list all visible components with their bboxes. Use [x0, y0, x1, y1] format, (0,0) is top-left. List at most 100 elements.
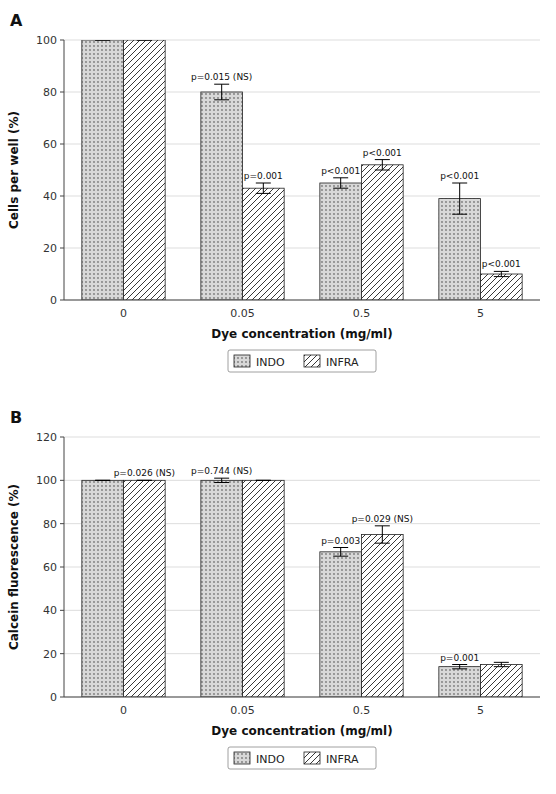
error-bar [375, 160, 390, 170]
error-bar [137, 40, 152, 41]
y-tick-label: 0 [50, 294, 57, 307]
bar [439, 667, 481, 697]
error-bar [214, 84, 229, 100]
bar [124, 480, 166, 697]
y-tick-label: 20 [43, 648, 57, 661]
error-bar [333, 548, 348, 557]
y-tick [60, 480, 64, 481]
legend-label: INFRA [326, 356, 359, 369]
legend-label: INDO [256, 753, 285, 766]
x-tick-label: 0.05 [230, 704, 255, 717]
y-tick [60, 610, 64, 611]
plot-area [82, 478, 522, 697]
y-axis-line [64, 40, 65, 300]
y-tick-label: 60 [43, 138, 57, 151]
y-axis-label: Calcein fluorescence (%) [7, 484, 21, 650]
bar [320, 552, 362, 697]
x-axis-line [64, 697, 540, 698]
y-tick [60, 653, 64, 654]
error-bar [494, 662, 509, 666]
error-bar [452, 665, 467, 669]
y-tick [60, 523, 64, 524]
x-tick-label: 0 [120, 704, 127, 717]
legend: INDO INFRA [228, 747, 376, 769]
bar [243, 188, 285, 300]
bar [201, 480, 243, 697]
error-bar [214, 478, 229, 482]
y-tick-label: 80 [43, 86, 57, 99]
error-bar [375, 526, 390, 543]
bar [82, 40, 124, 300]
annotation: p=0.026 (NS) [114, 468, 175, 478]
x-tick-label: 5 [477, 307, 484, 320]
error-bar [95, 480, 110, 481]
x-tick-label: 5 [477, 704, 484, 717]
bar [320, 183, 362, 300]
y-tick-label: 20 [43, 242, 57, 255]
y-tick-label: 60 [43, 561, 57, 574]
y-tick [60, 300, 64, 301]
y-tick [60, 248, 64, 249]
y-axis-label: Cells per well (%) [7, 111, 21, 229]
page: {"chart_data": [ {"type": "bar", "title"… [0, 0, 556, 794]
x-tick-label: 0.05 [230, 307, 255, 320]
y-tick-label: 100 [36, 34, 57, 47]
bar [243, 480, 285, 697]
error-bar [256, 183, 271, 193]
error-bar [452, 183, 467, 214]
panel-title: B [10, 408, 22, 427]
y-tick [60, 40, 64, 41]
x-axis-label: Dye concentration (mg/ml) [211, 327, 392, 341]
bar [481, 665, 523, 698]
x-tick-label: 0.5 [353, 704, 371, 717]
chart-svg: A 0 20 40 60 80 100 0 0.05 0.5 5 Dye concentration … [0, 0, 556, 794]
x-tick-label: 0 [120, 307, 127, 320]
legend-swatch [304, 752, 320, 764]
y-tick-label: 80 [43, 518, 57, 531]
error-bar [333, 178, 348, 188]
legend-label: INFRA [326, 753, 359, 766]
y-tick [60, 92, 64, 93]
bar [362, 535, 404, 698]
grid-line [64, 697, 540, 698]
y-tick-label: 100 [36, 474, 57, 487]
bar [124, 40, 166, 300]
plot-area [82, 40, 522, 300]
y-tick [60, 567, 64, 568]
error-bar [137, 480, 152, 481]
y-tick [60, 697, 64, 698]
error-bar [494, 271, 509, 276]
annotation: p=0.001 [440, 653, 479, 663]
y-tick-label: 40 [43, 190, 57, 203]
error-bar [95, 40, 110, 41]
error-bar [256, 480, 271, 481]
panel-title: A [10, 11, 23, 30]
legend-frame [228, 350, 376, 372]
bar [362, 165, 404, 300]
y-axis-line [64, 437, 65, 697]
grid-line [64, 300, 540, 301]
x-axis-line [64, 300, 540, 301]
y-tick [60, 196, 64, 197]
grid-line [64, 437, 540, 438]
annotation: p<0.001 [482, 259, 521, 269]
annotation: p<0.001 [363, 148, 402, 158]
y-tick-label: 120 [36, 431, 57, 444]
legend: INDO INFRA [228, 350, 376, 372]
annotation: p=0.744 (NS) [191, 466, 252, 476]
annotation: p=0.015 (NS) [191, 72, 252, 82]
x-tick-label: 0.5 [353, 307, 371, 320]
bar [201, 92, 243, 300]
legend-swatch [304, 355, 320, 367]
legend-label: INDO [256, 356, 285, 369]
annotation: p=0.001 [244, 171, 283, 181]
bar [82, 480, 124, 697]
annotation: p<0.001 [440, 171, 479, 181]
y-tick-label: 40 [43, 604, 57, 617]
y-tick-label: 0 [50, 691, 57, 704]
annotation: p=0.003 [321, 536, 360, 546]
bar [481, 274, 523, 300]
panel: A 0 20 40 60 80 100 0 0.05 0.5 5 Dye concentration … [7, 11, 540, 372]
y-tick [60, 144, 64, 145]
annotation: p<0.001 [321, 166, 360, 176]
